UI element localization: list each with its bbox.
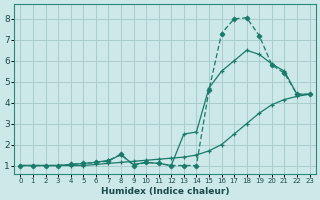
X-axis label: Humidex (Indice chaleur): Humidex (Indice chaleur) [101,187,229,196]
